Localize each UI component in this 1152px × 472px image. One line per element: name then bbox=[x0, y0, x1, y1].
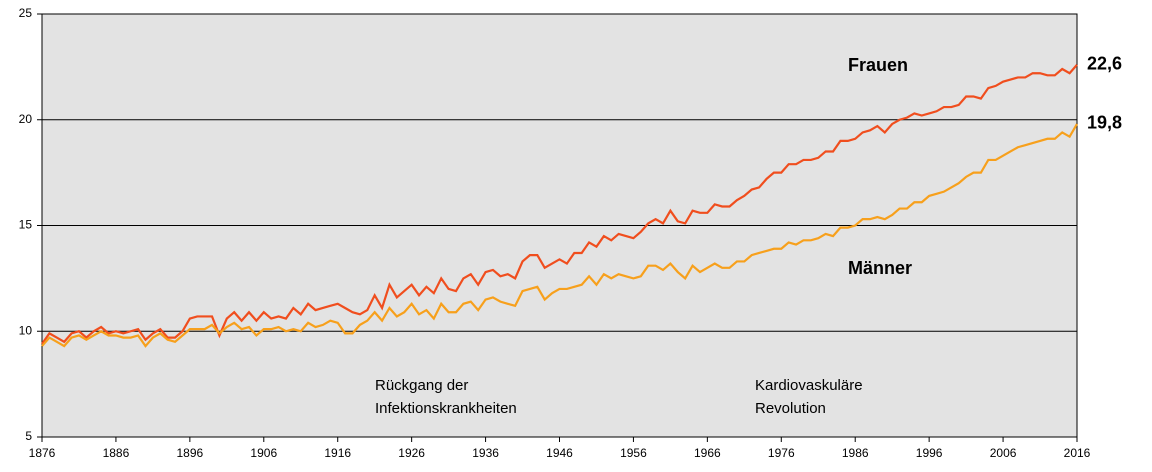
annotation: Revolution bbox=[755, 400, 826, 417]
x-tick-label: 1906 bbox=[250, 446, 277, 460]
series-name: Männer bbox=[848, 258, 912, 278]
end-label: 22,6 bbox=[1087, 54, 1122, 74]
x-tick-label: 1936 bbox=[472, 446, 499, 460]
series-name: Frauen bbox=[848, 55, 908, 75]
annotation: Kardiovaskuläre bbox=[755, 377, 863, 394]
x-tick-label: 1996 bbox=[916, 446, 943, 460]
x-tick-label: 2016 bbox=[1064, 446, 1091, 460]
x-tick-label: 1876 bbox=[29, 446, 56, 460]
annotation: Infektionskrankheiten bbox=[375, 400, 517, 417]
x-tick-label: 1946 bbox=[546, 446, 573, 460]
x-tick-label: 1896 bbox=[177, 446, 204, 460]
x-tick-label: 1886 bbox=[103, 446, 130, 460]
y-tick-label: 15 bbox=[19, 218, 33, 232]
x-tick-label: 1966 bbox=[694, 446, 721, 460]
x-tick-label: 1956 bbox=[620, 446, 647, 460]
y-tick-label: 20 bbox=[19, 112, 33, 126]
x-tick-label: 2006 bbox=[990, 446, 1017, 460]
series-line bbox=[41, 123, 1078, 348]
x-tick-label: 1926 bbox=[398, 446, 425, 460]
y-tick-label: 5 bbox=[25, 429, 32, 443]
y-tick-label: 10 bbox=[19, 323, 33, 337]
end-label: 19,8 bbox=[1087, 113, 1122, 133]
y-tick-label: 25 bbox=[19, 6, 33, 20]
x-tick-label: 1986 bbox=[842, 446, 869, 460]
series-line bbox=[41, 64, 1078, 345]
x-tick-label: 1916 bbox=[324, 446, 351, 460]
annotation: Rückgang der bbox=[375, 377, 468, 394]
x-tick-label: 1976 bbox=[768, 446, 795, 460]
